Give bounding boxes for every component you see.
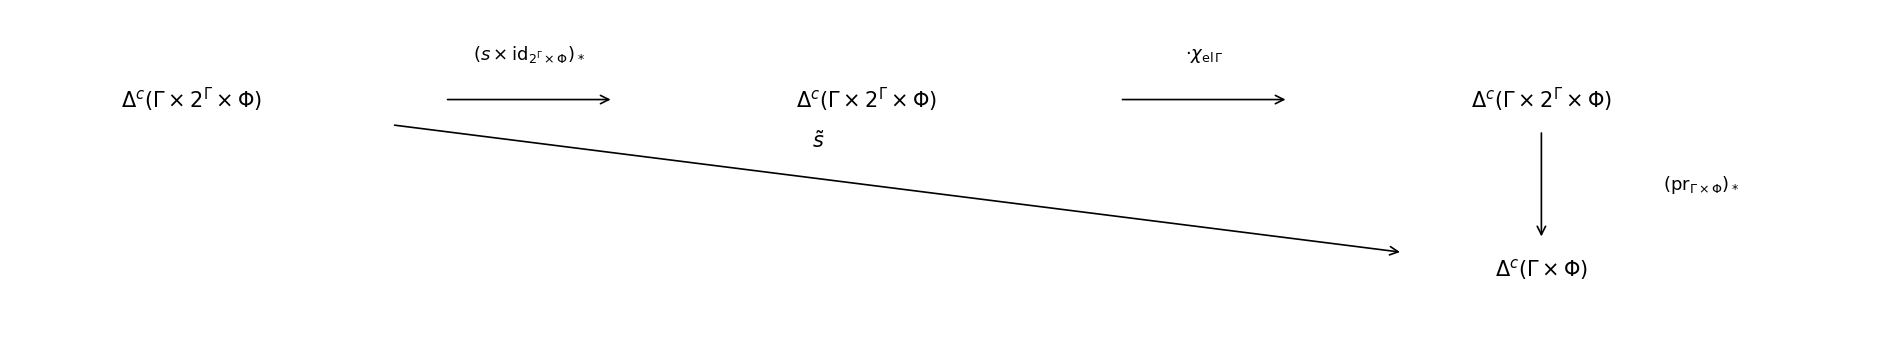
Text: $\tilde{s}$: $\tilde{s}$ bbox=[811, 131, 824, 153]
Text: $\Delta^c(\Gamma \times \Phi)$: $\Delta^c(\Gamma \times \Phi)$ bbox=[1494, 257, 1587, 282]
Text: $\Delta^c(\Gamma \times 2^\Gamma \times \Phi)$: $\Delta^c(\Gamma \times 2^\Gamma \times … bbox=[1470, 86, 1611, 114]
Text: $\Delta^c(\Gamma \times 2^\Gamma \times \Phi)$: $\Delta^c(\Gamma \times 2^\Gamma \times … bbox=[796, 86, 937, 114]
Text: $(\mathrm{pr}_{\Gamma\times\Phi})_*$: $(\mathrm{pr}_{\Gamma\times\Phi})_*$ bbox=[1662, 174, 1739, 196]
Text: $(s\times\mathrm{id}_{2^{\Gamma}\times\Phi})_*$: $(s\times\mathrm{id}_{2^{\Gamma}\times\P… bbox=[472, 44, 585, 66]
Text: $\Delta^c(\Gamma \times 2^\Gamma \times \Phi)$: $\Delta^c(\Gamma \times 2^\Gamma \times … bbox=[120, 86, 262, 114]
Text: $\cdot\chi_{\mathrm{el}\,\Gamma}$: $\cdot\chi_{\mathrm{el}\,\Gamma}$ bbox=[1184, 47, 1223, 66]
